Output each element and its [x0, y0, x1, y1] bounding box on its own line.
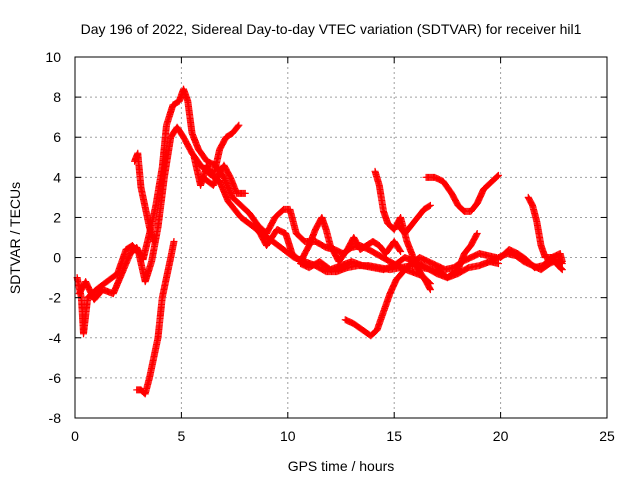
data-marker	[557, 265, 565, 273]
series-track-5	[190, 121, 243, 189]
data-marker	[493, 173, 501, 181]
x-tick-label: 5	[178, 428, 186, 444]
data-marker	[241, 189, 249, 197]
series-track-4	[133, 238, 178, 398]
data-marker	[235, 121, 243, 129]
data-marker	[150, 238, 158, 246]
y-tick-label: 2	[53, 209, 61, 225]
series-track-16	[524, 193, 566, 274]
plot-area-frame	[74, 56, 608, 419]
y-tick-label: -6	[49, 370, 62, 386]
data-marker	[473, 229, 481, 237]
series-track-12	[422, 171, 502, 215]
x-tick-label: 25	[599, 428, 615, 444]
x-tick-label: 15	[386, 428, 402, 444]
data-marker	[234, 122, 242, 130]
data-marker	[397, 248, 405, 256]
data-marker	[558, 266, 566, 274]
series-track-13	[433, 229, 481, 282]
series-track-6	[199, 161, 249, 197]
data-marker	[494, 172, 502, 180]
data-marker	[426, 286, 434, 294]
series-track-7	[250, 213, 405, 266]
chart-title: Day 196 of 2022, Sidereal Day-to-day VTE…	[81, 21, 582, 37]
x-tick-label: 10	[280, 428, 296, 444]
data-marker	[426, 284, 434, 292]
x-tick-label: 0	[71, 428, 79, 444]
data-marker	[170, 238, 178, 246]
y-tick-label: 8	[53, 89, 61, 105]
data-marker	[426, 201, 434, 209]
series-track-11	[394, 201, 434, 237]
data-markers	[73, 85, 566, 398]
y-tick-label: -4	[49, 330, 62, 346]
series-track-10	[371, 167, 434, 294]
y-axis-label: SDTVAR / TECUs	[7, 182, 23, 294]
series-track-2	[75, 85, 434, 304]
y-tick-label: 4	[53, 169, 61, 185]
y-tick-label: 0	[53, 250, 61, 266]
data-marker	[494, 260, 502, 268]
data-marker	[425, 202, 433, 210]
y-tick-label: 10	[45, 49, 61, 65]
x-tick-label: 20	[493, 428, 509, 444]
data-marker	[494, 171, 502, 179]
series-track-15	[497, 246, 566, 272]
y-tick-label: -2	[49, 290, 62, 306]
axis-ticks: 0 5 10 15 20 25 -8 -6 -4 -2 0 2 4 6 8 10	[45, 49, 615, 444]
data-marker	[473, 231, 481, 239]
data-marker	[558, 258, 566, 266]
series-track-3	[131, 149, 158, 246]
data-marker	[557, 264, 565, 272]
data-marker	[396, 246, 404, 254]
y-tick-label: 6	[53, 129, 61, 145]
y-tick-label: -8	[49, 410, 62, 426]
x-axis-label: GPS time / hours	[288, 458, 395, 474]
